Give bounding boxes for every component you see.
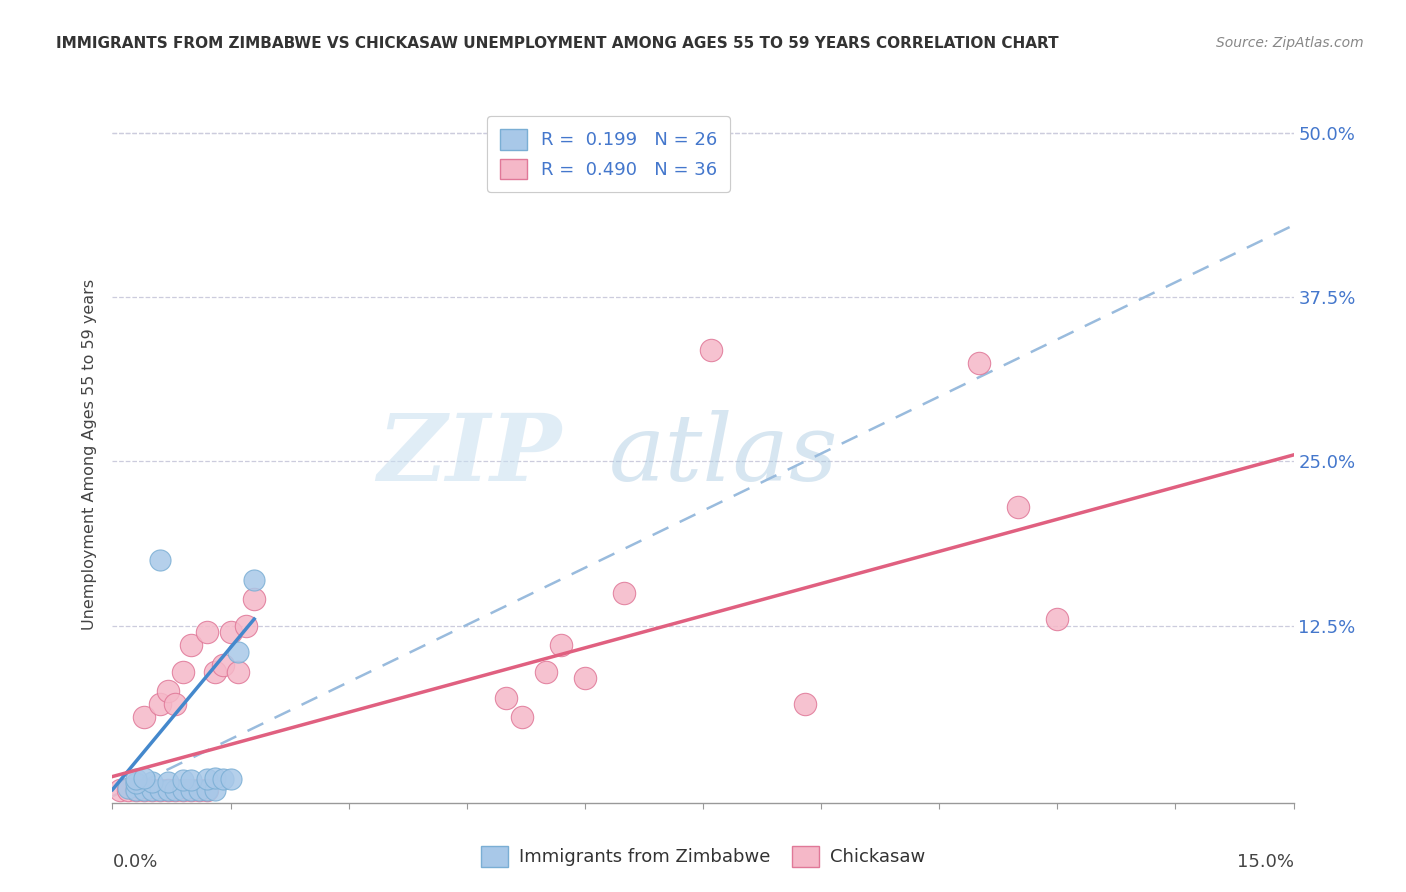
Point — [141, 774, 163, 789]
Text: Source: ZipAtlas.com: Source: ZipAtlas.com — [1216, 36, 1364, 50]
Point — [195, 782, 218, 797]
Point — [180, 638, 202, 652]
Text: IMMIGRANTS FROM ZIMBABWE VS CHICKASAW UNEMPLOYMENT AMONG AGES 55 TO 59 YEARS COR: IMMIGRANTS FROM ZIMBABWE VS CHICKASAW UN… — [56, 36, 1059, 51]
Point — [235, 618, 257, 632]
Point — [550, 638, 572, 652]
Point — [219, 625, 242, 640]
Point — [228, 645, 250, 659]
Point — [243, 573, 266, 587]
Point — [204, 782, 226, 797]
Point — [195, 625, 218, 640]
Point — [132, 771, 155, 785]
Legend: R =  0.199   N = 26, R =  0.490   N = 36: R = 0.199 N = 26, R = 0.490 N = 36 — [486, 116, 730, 192]
Point — [156, 684, 179, 698]
Point — [219, 772, 242, 787]
Point — [700, 343, 723, 357]
Point — [574, 671, 596, 685]
Point — [149, 553, 172, 567]
Point — [149, 782, 172, 797]
Point — [204, 665, 226, 679]
Point — [211, 657, 233, 672]
Point — [1046, 612, 1069, 626]
Point — [243, 592, 266, 607]
Text: 15.0%: 15.0% — [1236, 853, 1294, 871]
Point — [110, 782, 132, 797]
Point — [141, 782, 163, 797]
Point — [510, 710, 533, 724]
Point — [180, 773, 202, 788]
Point — [613, 586, 636, 600]
Point — [165, 782, 187, 797]
Point — [172, 782, 194, 797]
Point — [534, 665, 557, 679]
Text: atlas: atlas — [609, 410, 838, 500]
Point — [172, 782, 194, 797]
Point — [132, 782, 155, 797]
Point — [117, 782, 139, 797]
Point — [180, 782, 202, 797]
Point — [172, 773, 194, 788]
Point — [125, 782, 148, 797]
Point — [132, 710, 155, 724]
Point — [204, 771, 226, 785]
Point — [188, 782, 211, 797]
Point — [125, 776, 148, 790]
Point — [1007, 500, 1029, 515]
Point — [165, 782, 187, 797]
Point — [211, 772, 233, 787]
Point — [172, 665, 194, 679]
Point — [228, 665, 250, 679]
Point — [180, 782, 202, 797]
Point — [165, 698, 187, 712]
Point — [117, 781, 139, 796]
Point — [794, 698, 817, 712]
Point — [195, 772, 218, 787]
Text: 0.0%: 0.0% — [112, 853, 157, 871]
Point — [967, 356, 990, 370]
Legend: Immigrants from Zimbabwe, Chickasaw: Immigrants from Zimbabwe, Chickasaw — [474, 838, 932, 874]
Y-axis label: Unemployment Among Ages 55 to 59 years: Unemployment Among Ages 55 to 59 years — [82, 279, 97, 631]
Text: ZIP: ZIP — [377, 410, 561, 500]
Point — [149, 782, 172, 797]
Point — [125, 782, 148, 797]
Point — [495, 690, 517, 705]
Point — [195, 782, 218, 797]
Point — [188, 782, 211, 797]
Point — [141, 782, 163, 797]
Point — [149, 698, 172, 712]
Point — [156, 782, 179, 797]
Point — [132, 782, 155, 797]
Point — [156, 782, 179, 797]
Point — [156, 774, 179, 789]
Point — [125, 772, 148, 787]
